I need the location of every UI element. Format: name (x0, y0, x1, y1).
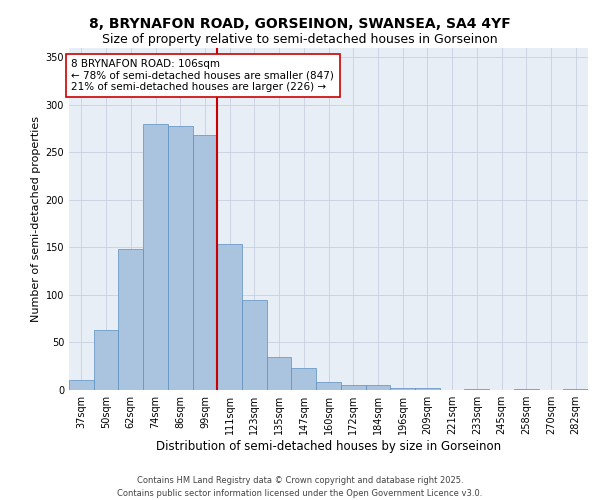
Bar (242, 300, 267, 390)
Bar (563, 389, 588, 390)
Bar (316, 382, 341, 390)
Bar (365, 385, 390, 390)
Bar (341, 385, 365, 390)
Bar (292, 368, 316, 390)
Bar (217, 244, 242, 390)
Bar (143, 124, 168, 390)
Bar (94, 330, 118, 390)
Bar (118, 249, 143, 390)
Bar (390, 388, 415, 390)
Text: Contains HM Land Registry data © Crown copyright and database right 2025.
Contai: Contains HM Land Registry data © Crown c… (118, 476, 482, 498)
Bar (514, 389, 539, 390)
Bar (168, 126, 193, 390)
Bar (193, 135, 217, 390)
Bar (464, 389, 489, 390)
Bar (267, 356, 292, 390)
Y-axis label: Number of semi-detached properties: Number of semi-detached properties (31, 116, 41, 322)
Bar (415, 388, 440, 390)
Bar (69, 380, 94, 390)
Text: 8, BRYNAFON ROAD, GORSEINON, SWANSEA, SA4 4YF: 8, BRYNAFON ROAD, GORSEINON, SWANSEA, SA… (89, 18, 511, 32)
Text: 8 BRYNAFON ROAD: 106sqm
← 78% of semi-detached houses are smaller (847)
21% of s: 8 BRYNAFON ROAD: 106sqm ← 78% of semi-de… (71, 59, 334, 92)
Text: Size of property relative to semi-detached houses in Gorseinon: Size of property relative to semi-detach… (102, 32, 498, 46)
X-axis label: Distribution of semi-detached houses by size in Gorseinon: Distribution of semi-detached houses by … (156, 440, 501, 453)
